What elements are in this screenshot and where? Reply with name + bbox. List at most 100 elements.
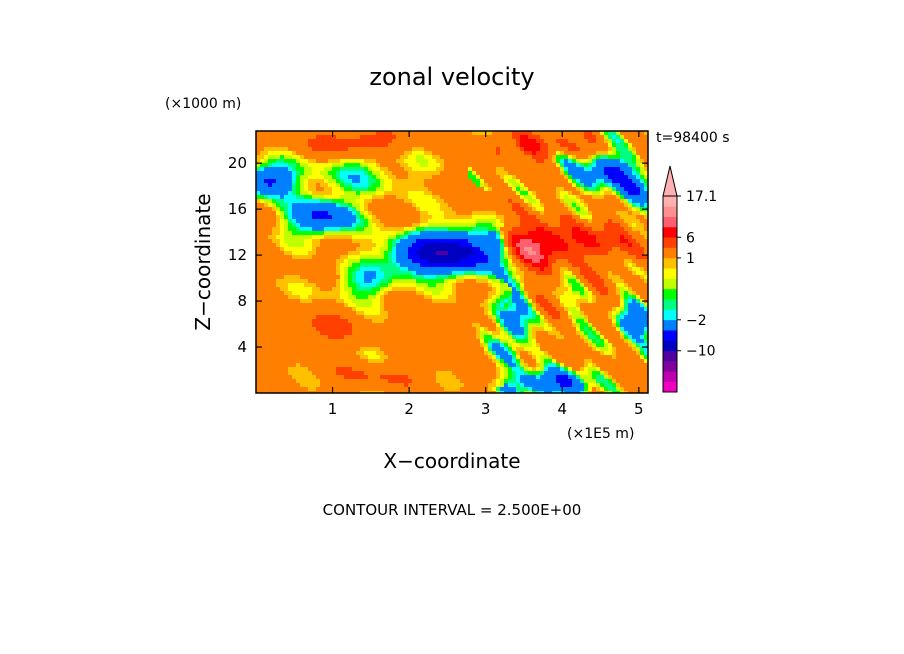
field-cell [588,139,593,144]
field-cell [388,231,393,236]
field-cell [624,207,629,212]
field-cell [524,295,529,300]
field-cell [280,147,285,152]
field-cell [572,187,577,192]
field-cell [396,135,401,140]
field-cell [572,251,577,256]
field-cell [360,171,365,176]
field-cell [292,187,297,192]
field-cell [260,143,265,148]
field-cell [468,315,473,320]
field-cell [308,195,313,200]
field-cell [548,179,553,184]
field-cell [300,199,305,204]
field-cell [564,179,569,184]
field-cell [624,243,629,248]
field-cell [588,319,593,324]
field-cell [316,175,321,180]
field-cell [312,215,317,220]
field-cell [312,331,317,336]
field-cell [612,319,617,324]
field-cell [324,271,329,276]
field-cell [472,255,477,260]
field-cell [468,171,473,176]
field-cell [564,167,569,172]
field-cell [272,159,277,164]
field-cell [456,159,461,164]
field-cell [520,243,525,248]
field-cell [368,191,373,196]
field-cell [404,311,409,316]
field-cell [496,159,501,164]
field-cell [376,163,381,168]
field-cell [580,199,585,204]
field-cell [448,259,453,264]
field-cell [604,143,609,148]
field-cell [600,331,605,336]
field-cell [404,143,409,148]
field-cell [348,163,353,168]
field-cell [628,211,633,216]
field-cell [528,203,533,208]
field-cell [416,311,421,316]
field-cell [296,223,301,228]
field-cell [568,227,573,232]
field-cell [392,139,397,144]
field-cell [628,247,633,252]
field-cell [436,291,441,296]
field-cell [268,247,273,252]
field-cell [428,207,433,212]
field-cell [336,147,341,152]
field-cell [580,215,585,220]
field-cell [276,279,281,284]
field-cell [424,243,429,248]
field-cell [292,183,297,188]
field-cell [280,247,285,252]
field-cell [412,279,417,284]
field-cell [412,207,417,212]
field-cell [424,295,429,300]
field-cell [640,327,645,332]
field-cell [272,227,277,232]
field-cell [472,303,477,308]
field-cell [372,227,377,232]
field-cell [608,263,613,268]
field-cell [556,319,561,324]
field-cell [360,231,365,236]
field-cell [468,227,473,232]
field-cell [356,263,361,268]
field-cell [556,231,561,236]
field-cell [504,139,509,144]
field-cell [492,171,497,176]
field-cell [404,291,409,296]
field-cell [264,231,269,236]
field-cell [644,327,649,332]
field-cell [356,295,361,300]
field-cell [392,187,397,192]
field-cell [352,291,357,296]
field-cell [492,319,497,324]
field-cell [420,303,425,308]
field-cell [572,323,577,328]
field-cell [492,331,497,336]
field-cell [300,163,305,168]
field-cell [328,147,333,152]
field-cell [352,247,357,252]
field-cell [328,155,333,160]
field-cell [556,287,561,292]
field-cell [544,275,549,280]
field-cell [360,223,365,228]
field-cell [484,239,489,244]
field-cell [508,207,513,212]
field-cell [644,295,649,300]
field-cell [472,311,477,316]
field-cell [296,271,301,276]
field-cell [600,171,605,176]
field-cell [412,199,417,204]
field-cell [576,147,581,152]
field-cell [544,231,549,236]
field-cell [360,139,365,144]
field-cell [412,259,417,264]
field-cell [644,155,649,160]
field-cell [612,167,617,172]
